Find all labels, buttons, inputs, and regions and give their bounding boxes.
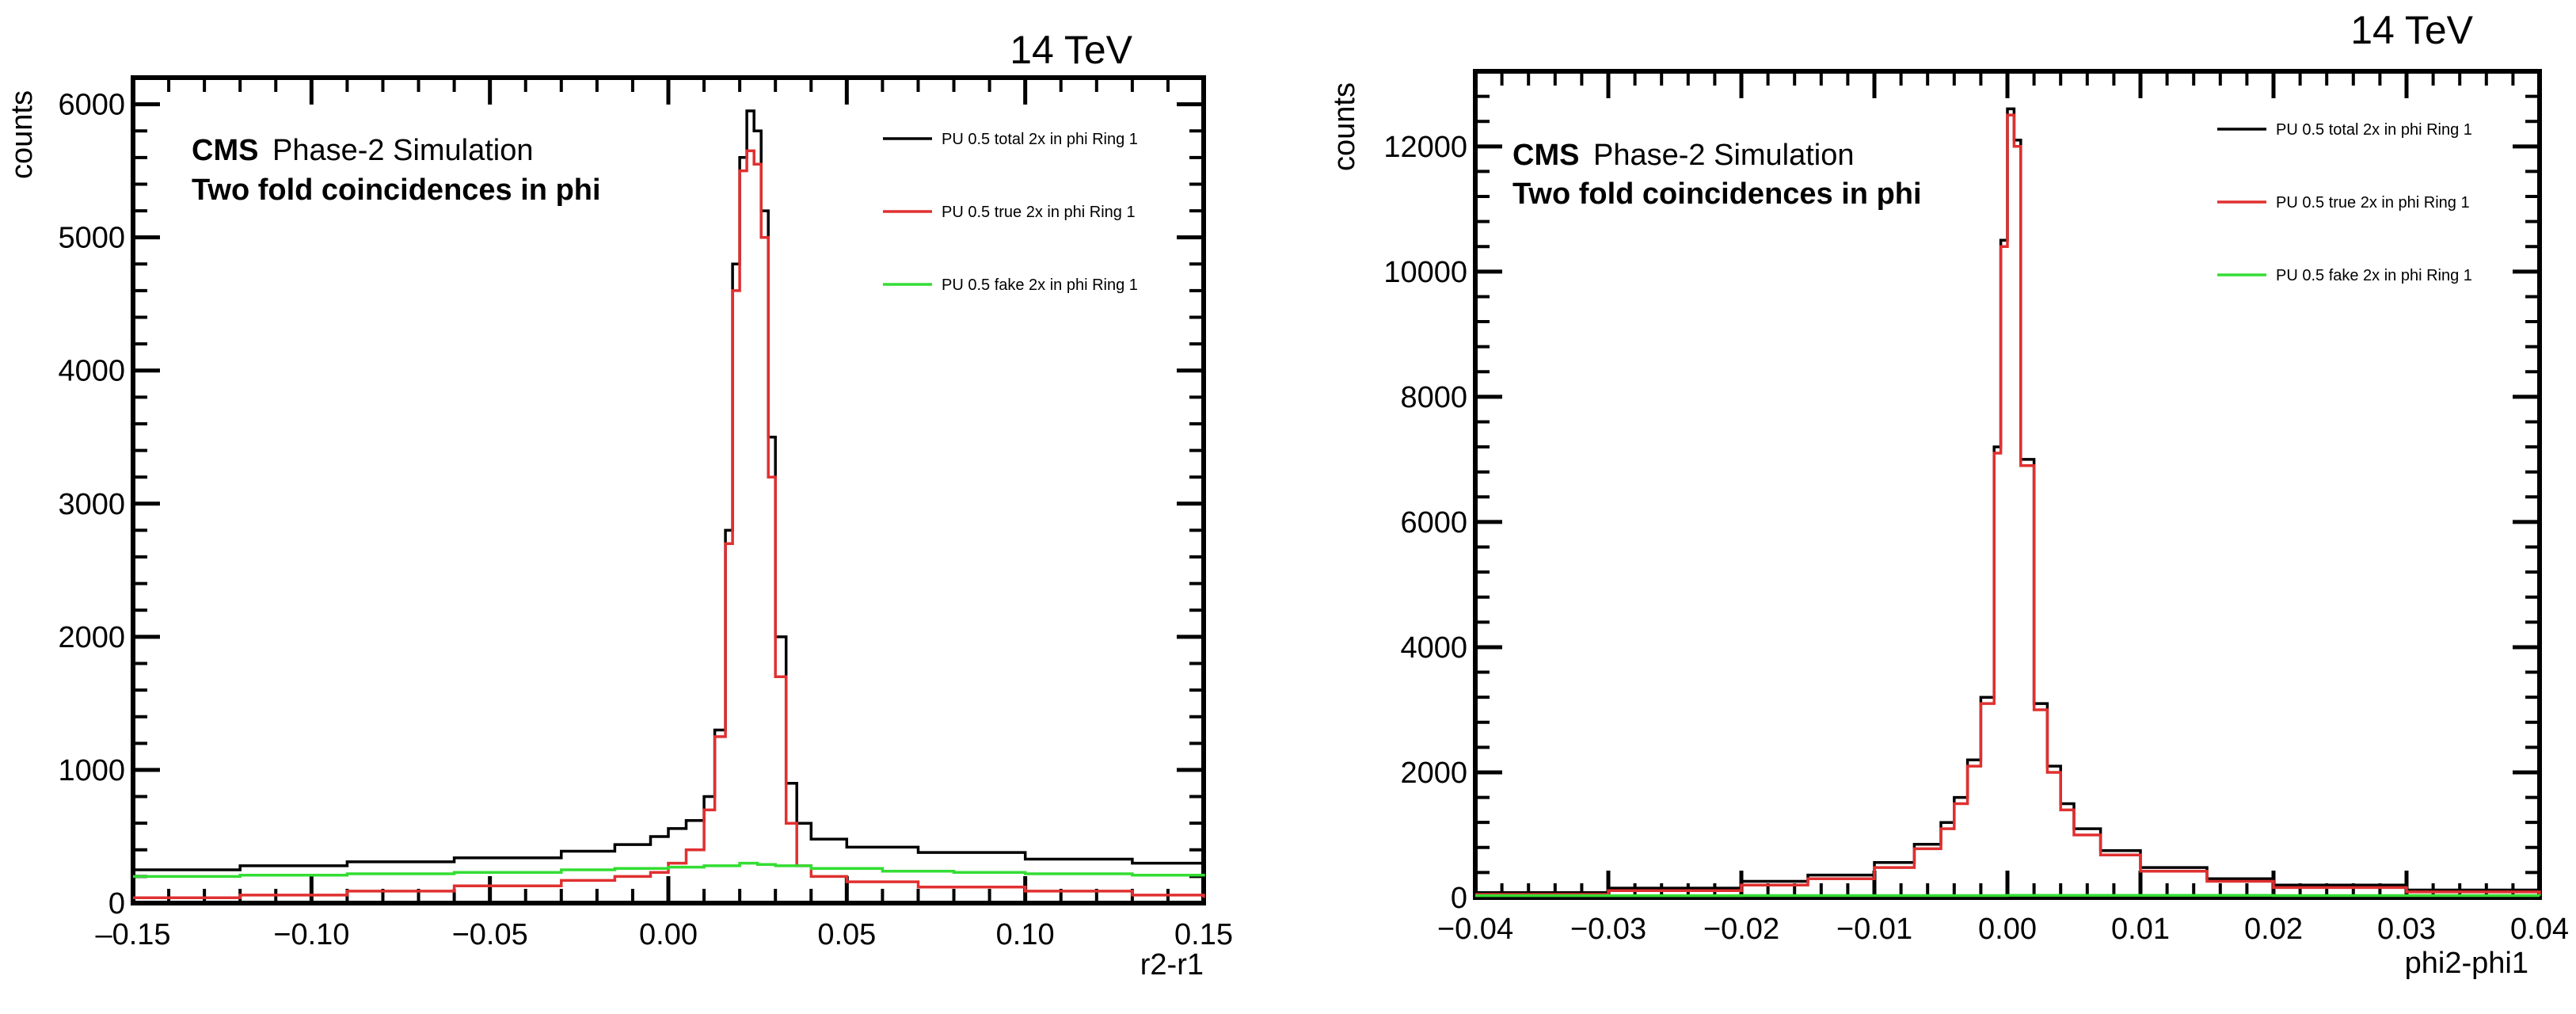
y-tick-label: 12000 [1383, 131, 1467, 164]
y-tick-label: 8000 [1400, 381, 1467, 414]
x-tick-label: 0.03 [2377, 913, 2436, 946]
chart-subtitle: Two fold coincidences in phi [1512, 177, 1922, 211]
legend: PU 0.5 total 2x in phi Ring 1 PU 0.5 true… [883, 131, 1138, 294]
x-tick-label: 0.00 [639, 918, 698, 951]
cms-label: CMS [1512, 139, 1579, 172]
x-tick-label: −0.03 [1570, 913, 1646, 946]
x-tick-label: 0.01 [2111, 913, 2170, 946]
y-tick-label: 4000 [58, 355, 125, 388]
y-tick-label: 6000 [1400, 506, 1467, 539]
x-tick-label: −0.10 [273, 918, 349, 951]
y-tick-labels: 0 1000 2000 3000 4000 5000 6000 [58, 89, 125, 921]
legend-label-2: PU 0.5 fake 2x in phi Ring 1 [2276, 267, 2472, 284]
x-tick-label: −0.01 [1836, 913, 1912, 946]
series-line-0 [133, 109, 1205, 871]
y-tick-label: 3000 [58, 488, 125, 521]
x-axis-title: r2-r1 [1140, 948, 1204, 982]
x-tick-labels: −0.04 −0.03 −0.02 −0.01 0.00 0.01 0.02 0.03 0.04 [1437, 913, 2569, 946]
chart-phi2-phi1: −0.04 −0.03 −0.02 −0.01 0.00 0.01 0.02 0.03 0.04… [1328, 8, 2569, 980]
y-tick-label: 6000 [58, 89, 125, 122]
simulation-label: Phase-2 Simulation [1593, 139, 1855, 172]
y-axis-title: counts [6, 90, 39, 179]
x-tick-label: 0.00 [1978, 913, 2037, 946]
y-tick-label: 0 [1451, 882, 1467, 915]
series-lines [133, 109, 1205, 900]
legend-label-1: PU 0.5 true 2x in phi Ring 1 [942, 204, 1136, 221]
y-tick-label: 2000 [58, 621, 125, 654]
x-tick-label: −0.04 [1437, 913, 1513, 946]
y-tick-label: 0 [108, 887, 125, 921]
legend: PU 0.5 total 2x in phi Ring 1 PU 0.5 true… [2217, 121, 2472, 284]
y-tick-label: 1000 [58, 754, 125, 787]
x-tick-label: 0.10 [996, 918, 1055, 951]
simulation-label: Phase-2 Simulation [272, 134, 534, 167]
x-tick-labels: –0.15 −0.10 −0.05 0.00 0.05 0.10 0.15 [95, 918, 1233, 951]
series-line-2 [133, 861, 1205, 879]
cms-label: CMS [192, 134, 258, 167]
x-tick-label: −0.02 [1703, 913, 1779, 946]
y-tick-label: 4000 [1400, 631, 1467, 665]
series-lines [1475, 107, 2541, 898]
x-tick-label: 0.02 [2244, 913, 2303, 946]
y-tick-label: 2000 [1400, 757, 1467, 790]
x-tick-label: 0.05 [817, 918, 876, 951]
x-tick-label: −0.05 [452, 918, 528, 951]
legend-label-0: PU 0.5 total 2x in phi Ring 1 [942, 131, 1138, 148]
x-tick-label: –0.15 [95, 918, 170, 951]
y-axis-title: counts [1328, 82, 1361, 171]
legend-label-2: PU 0.5 fake 2x in phi Ring 1 [942, 276, 1138, 294]
y-tick-label: 10000 [1383, 256, 1467, 289]
chart-subtitle: Two fold coincidences in phi [192, 173, 601, 207]
y-tick-labels: 0 2000 4000 6000 8000 10000 12000 [1383, 131, 1467, 915]
y-tick-label: 5000 [58, 222, 125, 255]
x-axis-title: phi2-phi1 [2405, 947, 2528, 980]
x-tick-label: 0.04 [2510, 913, 2569, 946]
legend-label-0: PU 0.5 total 2x in phi Ring 1 [2276, 121, 2472, 139]
x-tick-label: 0.15 [1174, 918, 1233, 951]
series-line-1 [133, 149, 1205, 900]
tick-marks [131, 76, 1206, 905]
series-line-1 [1475, 113, 2541, 896]
energy-label: 14 TeV [1010, 28, 1132, 72]
legend-label-1: PU 0.5 true 2x in phi Ring 1 [2276, 194, 2470, 212]
energy-label: 14 TeV [2350, 8, 2473, 52]
chart-r2-r1: –0.15 −0.10 −0.05 0.00 0.05 0.10 0.15 0 1000 200… [6, 28, 1233, 982]
